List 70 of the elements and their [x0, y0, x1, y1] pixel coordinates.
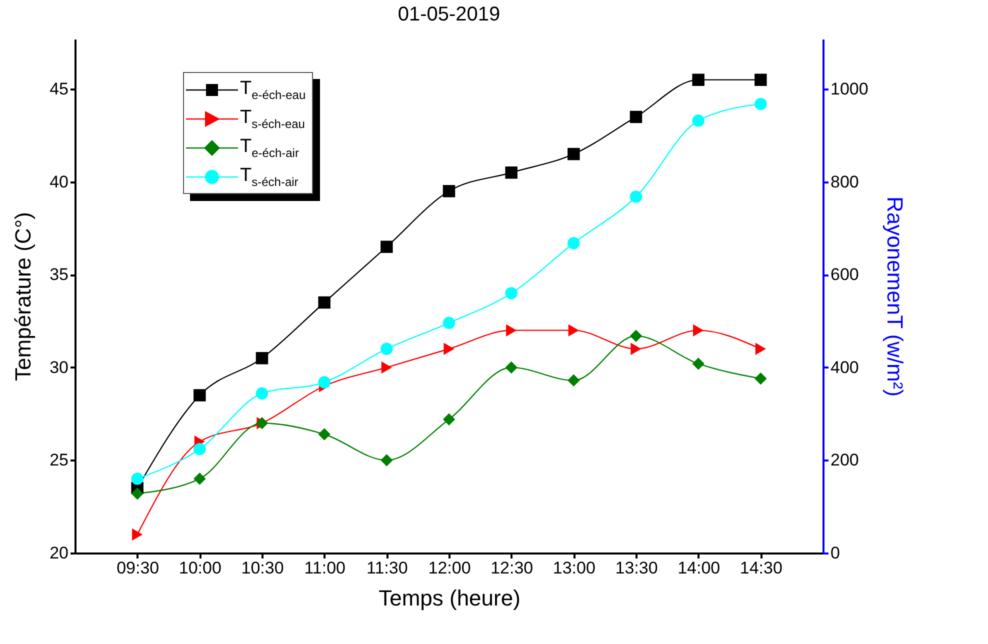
point [381, 361, 392, 374]
point [256, 352, 268, 364]
point [568, 237, 580, 250]
point [194, 389, 206, 402]
point [442, 316, 456, 330]
y2-tick-label: 0 [830, 544, 840, 562]
point [444, 342, 454, 356]
point [318, 296, 330, 309]
x-tick-label: 11:30 [366, 558, 408, 578]
point [568, 374, 580, 387]
point [194, 442, 206, 456]
point [692, 74, 704, 86]
point [505, 166, 518, 179]
y2-tick-label: 200 [830, 450, 859, 470]
point [380, 240, 393, 253]
point [505, 287, 518, 300]
point [630, 110, 642, 124]
x-tick-label: 10:30 [241, 558, 284, 578]
y-tick-label: 35 [50, 265, 68, 284]
y-axis-title: Température (C°) [10, 212, 36, 381]
x-tick-label: 12:30 [490, 558, 534, 578]
point [630, 330, 642, 342]
y-tick-label: 30 [50, 358, 68, 377]
x-tick-label: 13:00 [552, 558, 596, 578]
point [692, 114, 704, 127]
chart-title: 01-05-2019 [398, 3, 500, 26]
point [318, 428, 330, 440]
point [755, 342, 766, 356]
x-tick-label: 09:30 [116, 558, 160, 578]
point [442, 185, 456, 198]
x-tick-label: 14:30 [740, 558, 782, 578]
point [568, 324, 579, 336]
x-axis-title: Temps (heure) [378, 586, 520, 610]
point [132, 528, 143, 541]
point [630, 190, 642, 203]
point [194, 472, 206, 485]
point [693, 324, 704, 336]
y2-axis-title: RayonemenT (w/m²) [882, 196, 908, 397]
point [692, 358, 704, 370]
y2-tick-label: 1000 [830, 80, 868, 99]
legend-label: T$_{s-éch-air}$ [240, 164, 298, 188]
x-tick-label: 10:00 [178, 558, 222, 578]
y2-tick-label: 600 [830, 265, 859, 284]
y-tick-label: 45 [50, 80, 68, 99]
legend-label: T$_{e-éch-air}$ [240, 136, 299, 160]
point [754, 74, 767, 86]
point [505, 361, 518, 374]
x-tick-label: 11:00 [304, 558, 346, 578]
y2-tick-label: 400 [830, 358, 859, 377]
point [442, 413, 456, 426]
point [256, 387, 268, 400]
point [568, 148, 580, 160]
point [318, 376, 330, 388]
point [131, 472, 144, 485]
x-tick-label: 14:00 [678, 558, 720, 578]
x-tick-label: 13:30 [615, 558, 658, 578]
point [131, 487, 144, 500]
y-tick-label: 40 [50, 172, 68, 192]
point [380, 342, 393, 355]
legend-label: T$_{s-éch-eau}$ [240, 106, 305, 130]
y-tick-label: 25 [50, 450, 68, 470]
y-tick-label: 20 [50, 544, 68, 562]
point [630, 342, 642, 356]
point [754, 98, 767, 110]
legend-label: T$_{e-éch-eau}$ [240, 78, 306, 102]
point [380, 454, 393, 466]
x-tick-label: 12:00 [428, 558, 471, 578]
point [754, 372, 767, 385]
point [506, 324, 517, 336]
y2-tick-label: 800 [830, 172, 859, 192]
